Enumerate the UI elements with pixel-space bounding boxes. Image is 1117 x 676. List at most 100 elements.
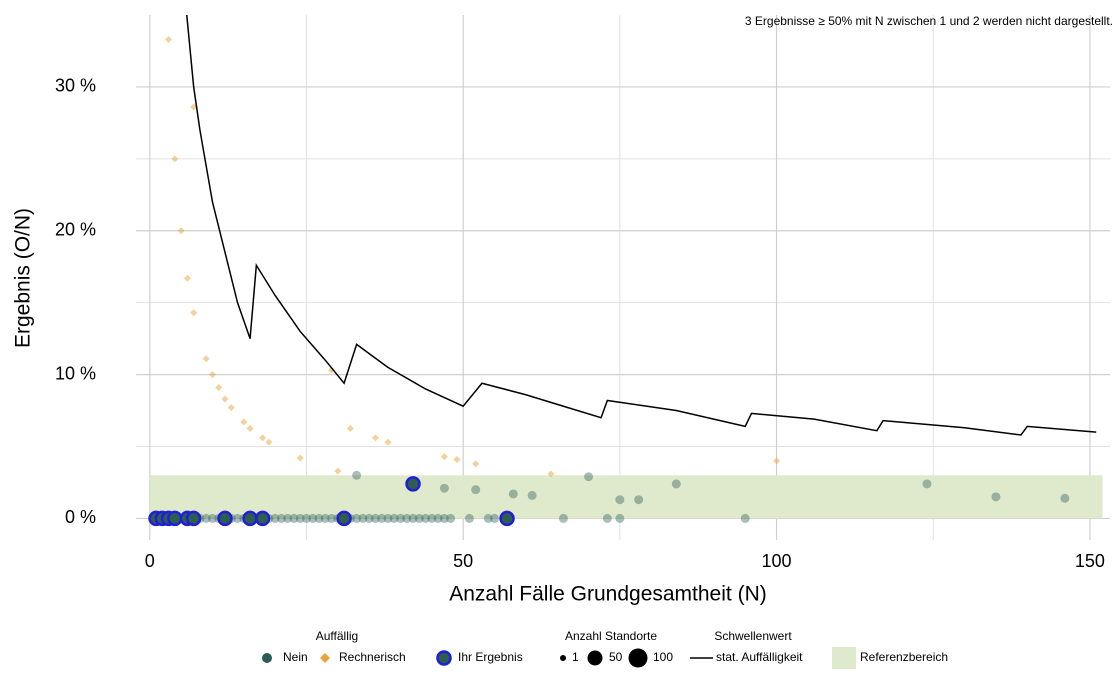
diamond-point — [472, 460, 480, 468]
legend-key — [832, 647, 856, 669]
diamond-point — [208, 371, 216, 379]
point — [421, 513, 431, 523]
point — [295, 513, 305, 523]
highlight-point — [185, 510, 202, 527]
y-tick-label: 0 % — [65, 507, 96, 527]
diamond-point — [240, 418, 248, 426]
size-legend-key — [628, 648, 648, 668]
point — [320, 513, 330, 523]
legend-title: Auffällig — [316, 629, 358, 643]
y-tick-label: 20 % — [55, 220, 96, 240]
diamond-point — [177, 227, 185, 235]
point — [327, 513, 337, 523]
diamond-point — [202, 355, 210, 363]
highlight-point — [167, 510, 183, 527]
diamond-point — [183, 274, 191, 282]
point — [439, 483, 449, 493]
diamond-point — [215, 384, 223, 392]
diamond-point — [259, 434, 267, 442]
point — [207, 513, 217, 523]
legend: Auffällig Nein Rechnerisch Ihr Ergebnis stat… — [262, 629, 948, 669]
diamond-point — [190, 103, 198, 111]
size-legend-key — [560, 655, 566, 661]
highlight-point — [499, 510, 515, 527]
point — [370, 513, 380, 523]
diamond-point — [171, 155, 179, 163]
diamond-point — [440, 453, 448, 461]
point — [201, 513, 211, 523]
y-tick-label: 10 % — [55, 363, 96, 383]
diamond-point — [221, 395, 229, 403]
x-tick-label: 100 — [762, 551, 792, 571]
size-legend-key — [587, 650, 603, 666]
point — [615, 513, 625, 523]
diamond-point — [328, 366, 336, 374]
point — [427, 513, 437, 523]
point — [402, 513, 412, 523]
y-tick-label: 30 % — [55, 76, 96, 96]
point — [558, 513, 568, 523]
point — [433, 513, 443, 523]
point — [740, 513, 750, 523]
diamond-point — [371, 434, 379, 442]
point — [464, 513, 474, 523]
point — [301, 513, 311, 523]
point — [283, 513, 293, 523]
point — [483, 513, 493, 523]
point — [508, 489, 518, 499]
x-tick-label: 0 — [145, 551, 155, 571]
point — [352, 513, 362, 523]
point — [308, 513, 318, 523]
legend-key — [262, 653, 272, 663]
point — [395, 513, 405, 523]
grid — [136, 15, 1110, 540]
point — [358, 513, 368, 523]
legend-label: Ihr Ergebnis — [458, 650, 523, 664]
point — [439, 513, 449, 523]
plot-area — [148, 15, 1103, 527]
x-tick-label: 150 — [1075, 551, 1105, 571]
point — [991, 492, 1001, 502]
legend-key — [436, 650, 452, 666]
diamond-point — [384, 438, 392, 446]
point — [634, 495, 644, 505]
point — [352, 470, 362, 480]
size-legend-label: 100 — [653, 650, 673, 664]
diamond-point — [246, 425, 254, 433]
point — [383, 513, 393, 523]
diamond-point — [773, 457, 781, 465]
point — [233, 513, 243, 523]
legend-label: stat. Auffälligkeit — [716, 650, 803, 664]
diamond-point — [265, 438, 273, 446]
legend-label: Rechnerisch — [339, 650, 406, 664]
size-legend-label: 1 — [572, 650, 579, 664]
point — [364, 513, 374, 523]
point — [276, 513, 286, 523]
point — [408, 513, 418, 523]
diamond-point — [547, 470, 555, 478]
point — [615, 495, 625, 505]
diamond-point — [453, 455, 461, 463]
x-tick-label: 50 — [453, 551, 473, 571]
point — [527, 490, 537, 500]
x-axis-label: Anzahl Fälle Grundgesamtheit (N) — [449, 583, 766, 606]
point — [471, 485, 481, 495]
legend-label: Nein — [283, 650, 308, 664]
point — [671, 479, 681, 489]
legend-title: Anzahl Standorte — [565, 629, 657, 643]
legend-title: Schwellenwert — [714, 629, 792, 643]
point — [389, 513, 399, 523]
diamond-point — [346, 425, 354, 433]
point — [602, 513, 612, 523]
legend-key — [320, 653, 330, 663]
point — [314, 513, 324, 523]
point — [414, 513, 424, 523]
annotation: 3 Ergebnisse ≥ 50% mit N zwischen 1 und … — [745, 14, 1113, 28]
reference-area — [149, 475, 1103, 519]
highlight-point — [336, 510, 352, 527]
highlight-point — [254, 510, 271, 527]
legend-label: Referenzbereich — [860, 650, 948, 664]
highlight-point — [242, 510, 258, 527]
point — [289, 513, 299, 523]
